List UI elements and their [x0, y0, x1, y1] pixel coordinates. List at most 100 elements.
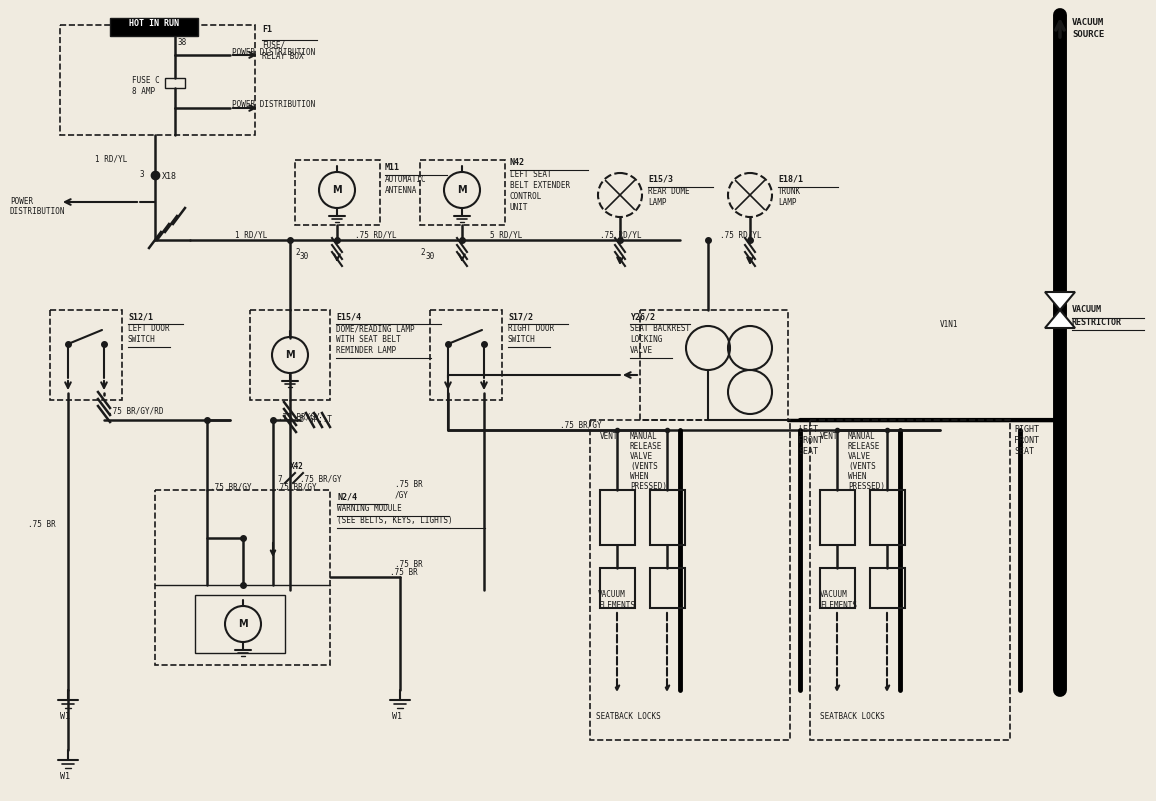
Text: E15/4: E15/4	[336, 312, 361, 321]
Bar	[295, 160, 380, 225]
Text: S17/2: S17/2	[507, 312, 533, 321]
Text: POWER DISTRIBUTION: POWER DISTRIBUTION	[232, 100, 316, 109]
Text: REAR DOME: REAR DOME	[649, 187, 690, 196]
Text: FUSE C: FUSE C	[132, 76, 160, 85]
Text: BELT EXTENDER: BELT EXTENDER	[510, 181, 570, 190]
Text: 30: 30	[425, 252, 435, 261]
Text: .75 RD/YL: .75 RD/YL	[355, 230, 397, 239]
Text: X42: X42	[290, 462, 304, 471]
Text: TRUNK: TRUNK	[778, 187, 801, 196]
Text: V1N1: V1N1	[940, 320, 958, 329]
Text: VALVE: VALVE	[630, 346, 653, 355]
Text: (SEE BELTS, KEYS, LIGHTS): (SEE BELTS, KEYS, LIGHTS)	[338, 516, 453, 525]
Text: 2: 2	[420, 248, 424, 257]
Text: W1: W1	[60, 772, 71, 781]
Bar	[640, 310, 788, 420]
Text: FUSE/: FUSE/	[262, 40, 286, 49]
Text: M: M	[286, 350, 295, 360]
Text: 7: 7	[277, 475, 282, 484]
Text: .75 RD/YL: .75 RD/YL	[600, 230, 642, 239]
Text: (VENTS: (VENTS	[630, 462, 658, 471]
Bar	[600, 568, 635, 608]
Text: HOT IN RUN: HOT IN RUN	[129, 19, 179, 28]
Text: SEATBACK LOCKS: SEATBACK LOCKS	[596, 712, 661, 721]
Bar	[110, 18, 198, 36]
Text: RIGHT DOOR: RIGHT DOOR	[507, 324, 554, 333]
Text: .75 BR
/GY: .75 BR /GY	[395, 480, 423, 499]
Bar	[810, 420, 1010, 740]
Text: UNIT: UNIT	[510, 203, 528, 212]
Text: M: M	[332, 185, 342, 195]
Text: .5 GP:.T: .5 GP:.T	[295, 415, 332, 424]
Text: POWER: POWER	[10, 197, 34, 206]
Text: SWITCH: SWITCH	[507, 335, 535, 344]
Text: SEAT BACKREST: SEAT BACKREST	[630, 324, 690, 333]
Text: PRESSED): PRESSED)	[849, 482, 885, 491]
Text: VACUUM: VACUUM	[820, 590, 847, 599]
Text: .75 BR: .75 BR	[390, 568, 417, 577]
Text: LAMP: LAMP	[649, 198, 667, 207]
Text: F1: F1	[262, 25, 272, 34]
Polygon shape	[1045, 310, 1075, 328]
Bar	[870, 568, 905, 608]
Text: 1 RD/YL: 1 RD/YL	[235, 230, 267, 239]
Text: LOCKING: LOCKING	[630, 335, 662, 344]
Text: RESTRICTOR: RESTRICTOR	[1072, 318, 1122, 327]
Text: DISTRIBUTION: DISTRIBUTION	[10, 207, 66, 216]
Text: .75 BR/GY/RD: .75 BR/GY/RD	[108, 406, 163, 415]
Text: SOURCE: SOURCE	[1072, 30, 1104, 39]
Text: W1: W1	[60, 712, 71, 721]
Text: ELEMENTS: ELEMENTS	[598, 601, 635, 610]
Text: E18/1: E18/1	[778, 175, 803, 184]
Text: S12/1: S12/1	[128, 312, 153, 321]
Text: RELEASE: RELEASE	[630, 442, 662, 451]
Text: M: M	[457, 185, 467, 195]
Text: .75 BR/GY: .75 BR/GY	[210, 482, 252, 491]
Text: N42: N42	[510, 158, 525, 167]
Text: M: M	[238, 619, 247, 629]
Text: LEFT DOOR: LEFT DOOR	[128, 324, 170, 333]
Bar	[165, 78, 185, 88]
Text: VALVE: VALVE	[849, 452, 872, 461]
Text: N2/4: N2/4	[338, 492, 357, 501]
Bar	[590, 420, 790, 740]
Bar	[650, 490, 686, 545]
Text: CONTROL: CONTROL	[510, 192, 542, 201]
Text: LAMP: LAMP	[778, 198, 796, 207]
Bar	[50, 310, 123, 400]
Text: DOME/READING LAMP: DOME/READING LAMP	[336, 324, 415, 333]
Text: 5 RD/YL: 5 RD/YL	[490, 230, 523, 239]
Text: .75 RD/YL: .75 RD/YL	[720, 230, 762, 239]
Text: .75 BR/GY: .75 BR/GY	[275, 482, 317, 491]
Text: FRONT: FRONT	[1014, 436, 1039, 445]
Text: REMINDER LAMP: REMINDER LAMP	[336, 346, 397, 355]
Bar	[820, 568, 855, 608]
Text: MANUAL: MANUAL	[630, 432, 658, 441]
Text: X18: X18	[162, 172, 177, 181]
Text: WHEN: WHEN	[849, 472, 867, 481]
Text: (VENTS: (VENTS	[849, 462, 876, 471]
Text: MANUAL: MANUAL	[849, 432, 876, 441]
Bar	[650, 568, 686, 608]
Text: POWER DISTRIBUTION: POWER DISTRIBUTION	[232, 48, 316, 57]
Text: LEFT SEAT: LEFT SEAT	[510, 170, 551, 179]
Bar	[600, 490, 635, 545]
Text: SWITCH: SWITCH	[128, 335, 156, 344]
Text: PRESSED): PRESSED)	[630, 482, 667, 491]
Text: E15/3: E15/3	[649, 175, 673, 184]
Text: W1: W1	[392, 712, 402, 721]
Text: 30: 30	[301, 252, 310, 261]
Bar	[155, 490, 329, 665]
Text: .75 BR/GY: .75 BR/GY	[277, 412, 319, 421]
Text: SEATBACK LOCKS: SEATBACK LOCKS	[820, 712, 884, 721]
Text: Y26/2: Y26/2	[630, 312, 655, 321]
Text: .75 BR/GY: .75 BR/GY	[560, 420, 601, 429]
Text: VACUUM: VACUUM	[1072, 18, 1104, 27]
Text: SEAT: SEAT	[798, 447, 818, 456]
Text: SEAT: SEAT	[1014, 447, 1033, 456]
Bar	[870, 490, 905, 545]
Text: VACUUM: VACUUM	[1072, 305, 1102, 314]
Text: RELEASE: RELEASE	[849, 442, 881, 451]
Bar	[820, 490, 855, 545]
Polygon shape	[1045, 292, 1075, 310]
